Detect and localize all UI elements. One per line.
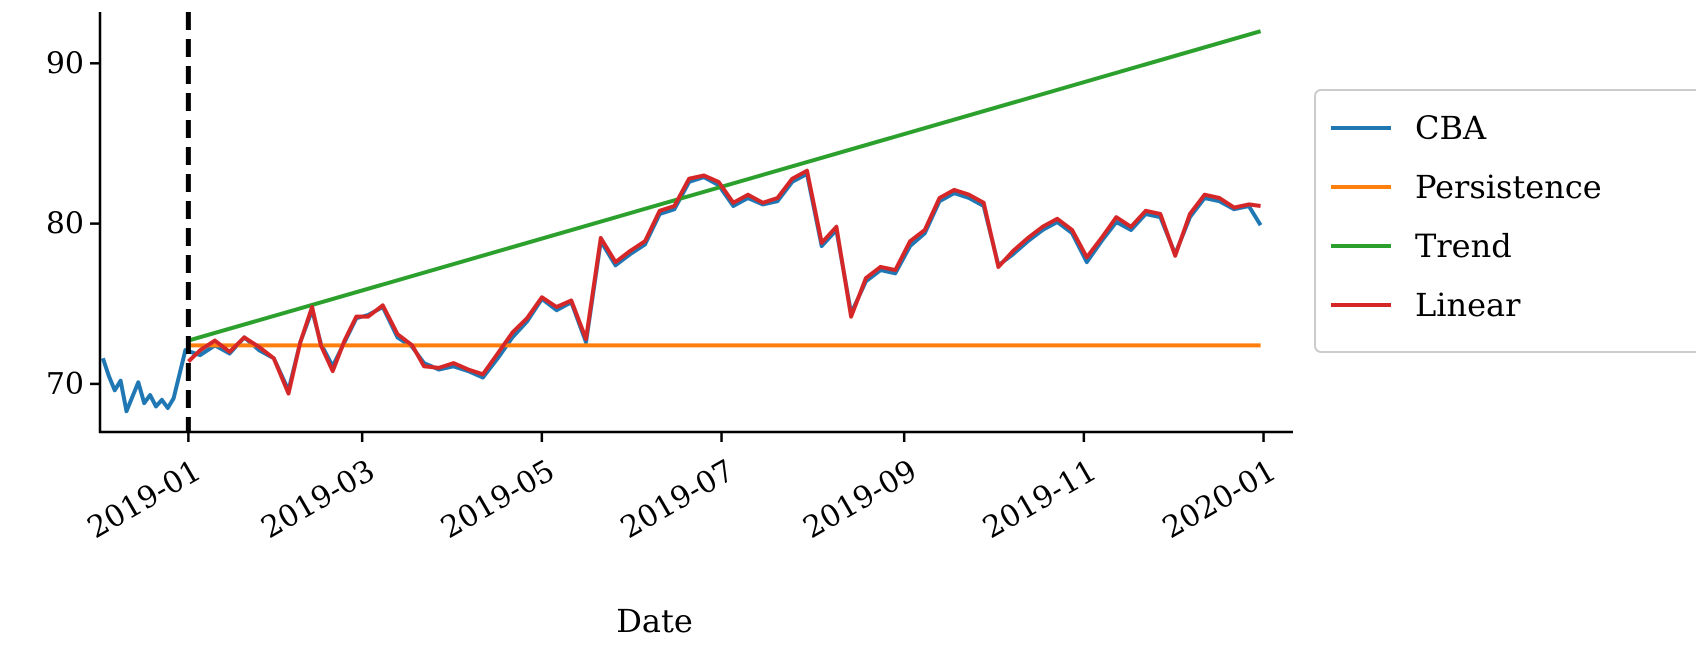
x-tick-label: 2020-01 bbox=[1157, 453, 1282, 546]
x-tick-label: 2019-03 bbox=[255, 453, 380, 546]
series-line-trend bbox=[188, 31, 1260, 340]
x-axis-label: Date bbox=[616, 602, 693, 640]
x-tick-label: 2019-07 bbox=[615, 453, 740, 546]
x-tick-label: 2019-11 bbox=[977, 453, 1102, 546]
x-tick-label: 2019-01 bbox=[82, 453, 207, 546]
legend-label-trend: Trend bbox=[1415, 227, 1512, 265]
series-line-cba bbox=[103, 174, 1261, 411]
y-tick-label: 70 bbox=[46, 367, 84, 402]
y-tick-label: 90 bbox=[46, 46, 84, 81]
y-tick-label: 80 bbox=[46, 207, 84, 242]
series-layer bbox=[103, 31, 1261, 411]
x-tick-label: 2019-05 bbox=[435, 453, 560, 546]
legend-label-cba: CBA bbox=[1415, 109, 1487, 147]
x-tick-label: 2019-09 bbox=[797, 453, 922, 546]
legend-label-persistence: Persistence bbox=[1415, 168, 1602, 206]
legend: CBA Persistence Trend Linear bbox=[1315, 90, 1696, 352]
series-line-linear bbox=[188, 171, 1260, 394]
legend-label-linear: Linear bbox=[1415, 286, 1521, 324]
